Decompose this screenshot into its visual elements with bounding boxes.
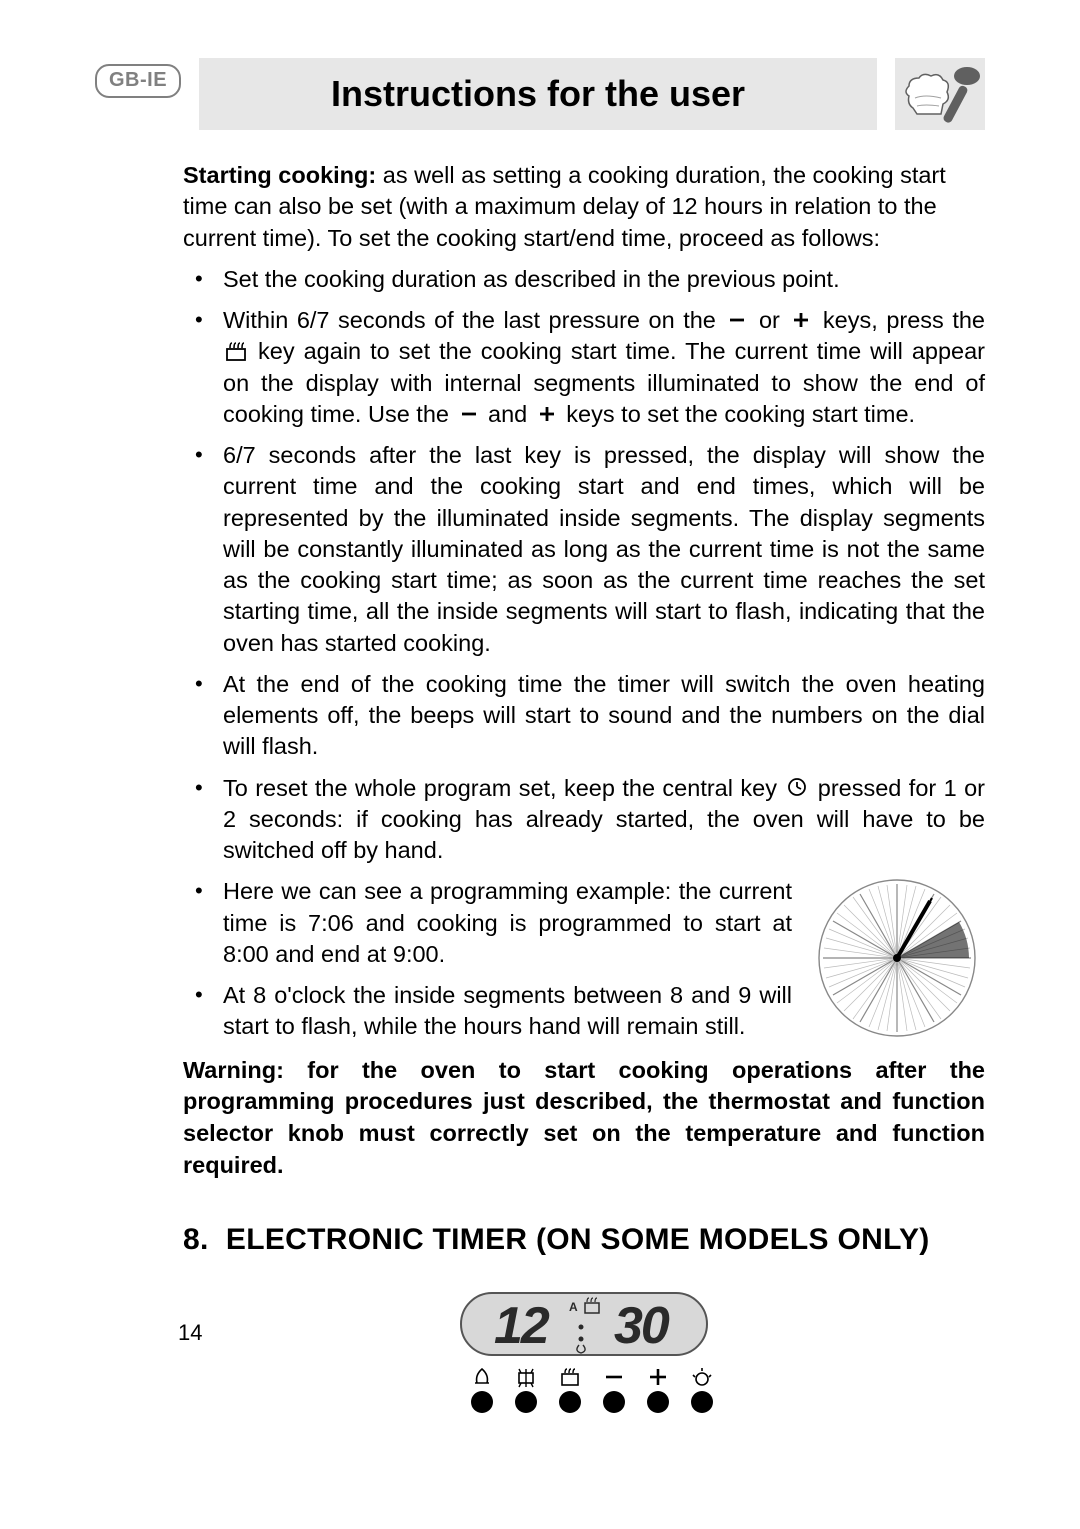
b2-text-c: keys, press the bbox=[814, 307, 985, 333]
bullet-7: At 8 o'clock the inside segments between… bbox=[183, 980, 985, 1043]
bullet-6: Here we can see a programming example: t… bbox=[183, 876, 985, 970]
svg-text:12: 12 bbox=[494, 1297, 550, 1355]
section-8-heading: 8. ELECTRONIC TIMER (ON SOME MODELS ONLY… bbox=[183, 1223, 985, 1257]
bullet-2: Within 6/7 seconds of the last pressure … bbox=[183, 305, 985, 430]
instruction-list: Set the cooking duration as described in… bbox=[183, 264, 985, 1043]
language-badge: GB-IE bbox=[95, 64, 181, 98]
b2-text-e: and bbox=[482, 401, 534, 427]
chef-hat-spoon-icon bbox=[895, 58, 985, 130]
minus-key-icon bbox=[456, 403, 482, 425]
section-number: 8. bbox=[183, 1223, 209, 1256]
b5-text-a: To reset the whole program set, keep the… bbox=[223, 775, 784, 801]
electronic-timer-figure: 12 30 A bbox=[183, 1287, 985, 1422]
section-title: ELECTRONIC TIMER (ON SOME MODELS ONLY) bbox=[226, 1223, 930, 1256]
body-content: Starting cooking: as well as setting a c… bbox=[183, 160, 985, 1422]
b2-text-b: or bbox=[750, 307, 788, 333]
b7-text: At 8 o'clock the inside segments between… bbox=[223, 980, 813, 1043]
b2-text-a: Within 6/7 seconds of the last pressure … bbox=[223, 307, 724, 333]
bullet-3: 6/7 seconds after the last key is presse… bbox=[183, 440, 985, 659]
svg-text:30: 30 bbox=[614, 1297, 670, 1355]
page-title: Instructions for the user bbox=[331, 73, 745, 115]
plus-key-icon bbox=[788, 309, 814, 331]
page-number: 14 bbox=[178, 1320, 202, 1346]
intro-label: Starting cooking: bbox=[183, 162, 376, 188]
title-bar: Instructions for the user bbox=[199, 58, 877, 130]
clock-key-icon bbox=[784, 776, 810, 798]
manual-page: GB-IE Instructions for the user Starting… bbox=[95, 58, 985, 1432]
svg-text:A: A bbox=[569, 1300, 578, 1314]
intro-paragraph: Starting cooking: as well as setting a c… bbox=[183, 160, 985, 254]
bullet-5: To reset the whole program set, keep the… bbox=[183, 773, 985, 867]
page-header: GB-IE Instructions for the user bbox=[95, 58, 985, 130]
bullet-1: Set the cooking duration as described in… bbox=[183, 264, 985, 295]
b2-text-f: keys to set the cooking start time. bbox=[560, 401, 915, 427]
plus-key-icon bbox=[534, 403, 560, 425]
bullet-4: At the end of the cooking time the timer… bbox=[183, 669, 985, 763]
oven-key-icon bbox=[223, 340, 249, 362]
minus-key-icon bbox=[724, 309, 750, 331]
warning-paragraph: Warning: for the oven to start cooking o… bbox=[183, 1055, 985, 1182]
